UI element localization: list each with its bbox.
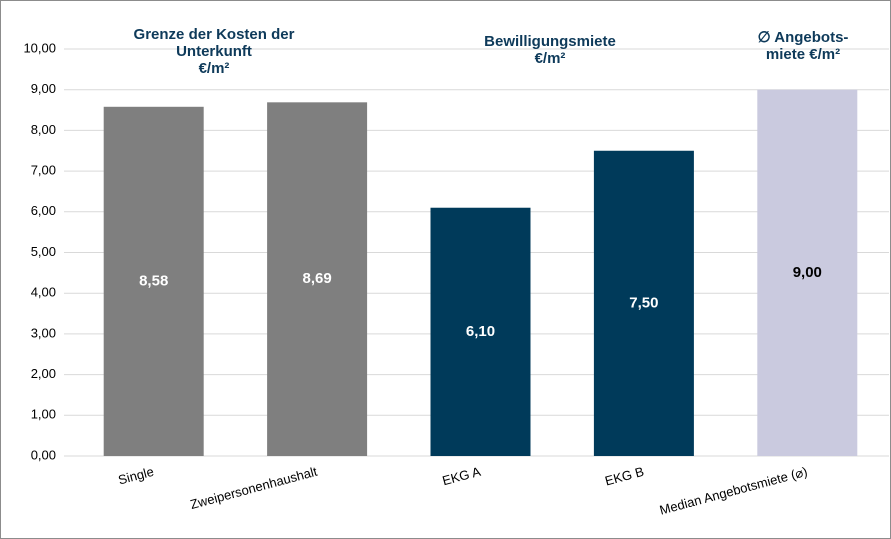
group-heading: ∅ Angebots- xyxy=(758,29,849,46)
bar xyxy=(757,89,858,456)
value-label: 8,58 xyxy=(139,272,168,289)
group-heading: Grenze der Kosten der xyxy=(134,26,295,43)
value-label: 8,69 xyxy=(302,270,331,287)
bar xyxy=(430,207,531,456)
y-tick-label: 1,00 xyxy=(31,407,56,422)
group-heading: Bewilligungsmiete xyxy=(484,33,616,50)
value-label: 6,10 xyxy=(466,323,495,340)
y-tick-label: 2,00 xyxy=(31,366,56,381)
group-heading: €/m² xyxy=(535,50,566,67)
y-tick-label: 5,00 xyxy=(31,244,56,259)
group-heading: miete €/m² xyxy=(766,46,840,63)
value-label: 7,50 xyxy=(629,294,658,311)
y-tick-label: 7,00 xyxy=(31,163,56,178)
group-heading: Unterkunft xyxy=(176,43,252,60)
group-heading: €/m² xyxy=(199,60,230,77)
y-tick-label: 9,00 xyxy=(31,81,56,96)
y-tick-label: 0,00 xyxy=(31,447,56,462)
y-tick-label: 6,00 xyxy=(31,203,56,218)
y-tick-label: 4,00 xyxy=(31,285,56,300)
bar xyxy=(103,106,204,456)
y-tick-label: 10,00 xyxy=(23,40,56,55)
bar xyxy=(593,150,694,456)
bar xyxy=(267,102,368,456)
y-tick-label: 3,00 xyxy=(31,325,56,340)
value-label: 9,00 xyxy=(793,264,822,281)
y-tick-label: 8,00 xyxy=(31,122,56,137)
